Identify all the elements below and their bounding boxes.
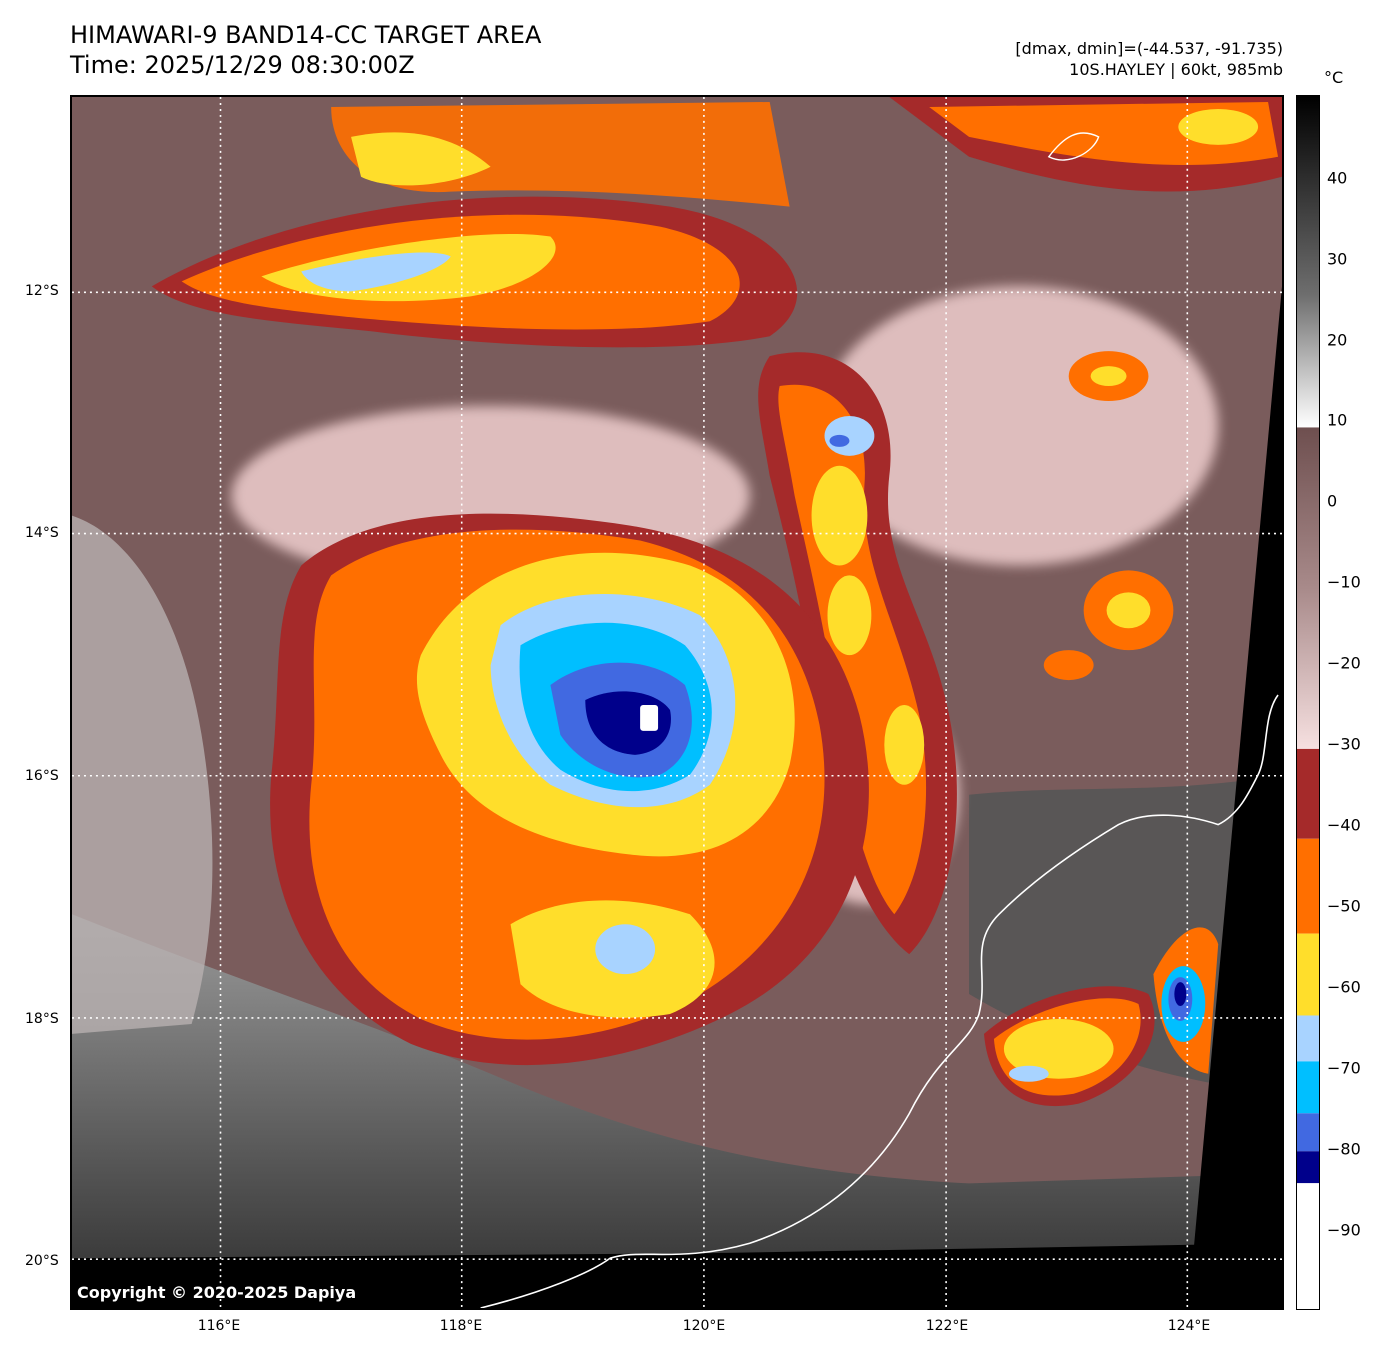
colorbar (1296, 95, 1320, 1310)
colorbar-gradient (1297, 96, 1319, 1309)
lon-label-124e: 124°E (1167, 1318, 1211, 1334)
lon-label-122e: 122°E (925, 1318, 969, 1334)
colorbar-tick: −90 (1327, 1220, 1361, 1240)
colorbar-tick: −80 (1327, 1139, 1361, 1159)
lat-label-14s: 14°S (25, 525, 59, 541)
colorbar-tick: −10 (1327, 572, 1361, 592)
satellite-image (72, 97, 1282, 1308)
southeast-convection (983, 927, 1219, 1107)
coastline (480, 694, 1279, 1308)
southern-sea-area (72, 914, 1282, 1308)
range-text: [dmax, dmin]=(-44.537, -91.735) (1015, 39, 1283, 58)
storm-eye (640, 704, 659, 731)
colorbar-tick: 40 (1327, 168, 1348, 188)
eastern-spiral-band (758, 352, 957, 955)
northeast-convection (889, 97, 1282, 681)
northern-cloud-band (151, 101, 798, 348)
colorbar-tick: 30 (1327, 249, 1348, 269)
colorbar-tick: −40 (1327, 815, 1361, 835)
colorbar-tick: −30 (1327, 734, 1361, 754)
info-block: [dmax, dmin]=(-44.537, -91.735) 10S.HAYL… (1015, 38, 1283, 80)
lon-label-118e: 118°E (439, 1318, 483, 1334)
storm-text: 10S.HAYLEY | 60kt, 985mb (1069, 60, 1283, 79)
lat-label-12s: 12°S (25, 283, 59, 299)
lat-label-20s: 20°S (25, 1253, 59, 1269)
colorbar-tick: 10 (1327, 410, 1348, 430)
colorbar-tick: −20 (1327, 653, 1361, 673)
lon-label-116e: 116°E (197, 1318, 241, 1334)
no-data-south (72, 1243, 1282, 1308)
title-line-1: HIMAWARI-9 BAND14-CC TARGET AREA (70, 21, 542, 49)
chart-title: HIMAWARI-9 BAND14-CC TARGET AREA Time: 2… (70, 20, 541, 80)
colorbar-tick: −60 (1327, 977, 1361, 997)
colorbar-tick: 0 (1327, 491, 1338, 511)
lat-label-16s: 16°S (25, 768, 59, 784)
colorbar-unit: °C (1324, 68, 1344, 87)
coastline-island (1047, 132, 1100, 161)
title-line-2: Time: 2025/12/29 08:30:00Z (70, 51, 415, 79)
copyright-text: Copyright © 2020-2025 Dapiya (77, 1283, 357, 1302)
colorbar-tick: −70 (1327, 1058, 1361, 1078)
satellite-map[interactable]: Copyright © 2020-2025 Dapiya (70, 95, 1284, 1310)
lat-label-18s: 18°S (25, 1011, 59, 1027)
storm-cdo (270, 513, 869, 1066)
lon-label-120e: 120°E (682, 1318, 726, 1334)
graticule (72, 97, 1282, 1308)
colorbar-tick: −50 (1327, 896, 1361, 916)
colorbar-tick: 20 (1327, 330, 1348, 350)
western-light-clouds (72, 515, 213, 1034)
